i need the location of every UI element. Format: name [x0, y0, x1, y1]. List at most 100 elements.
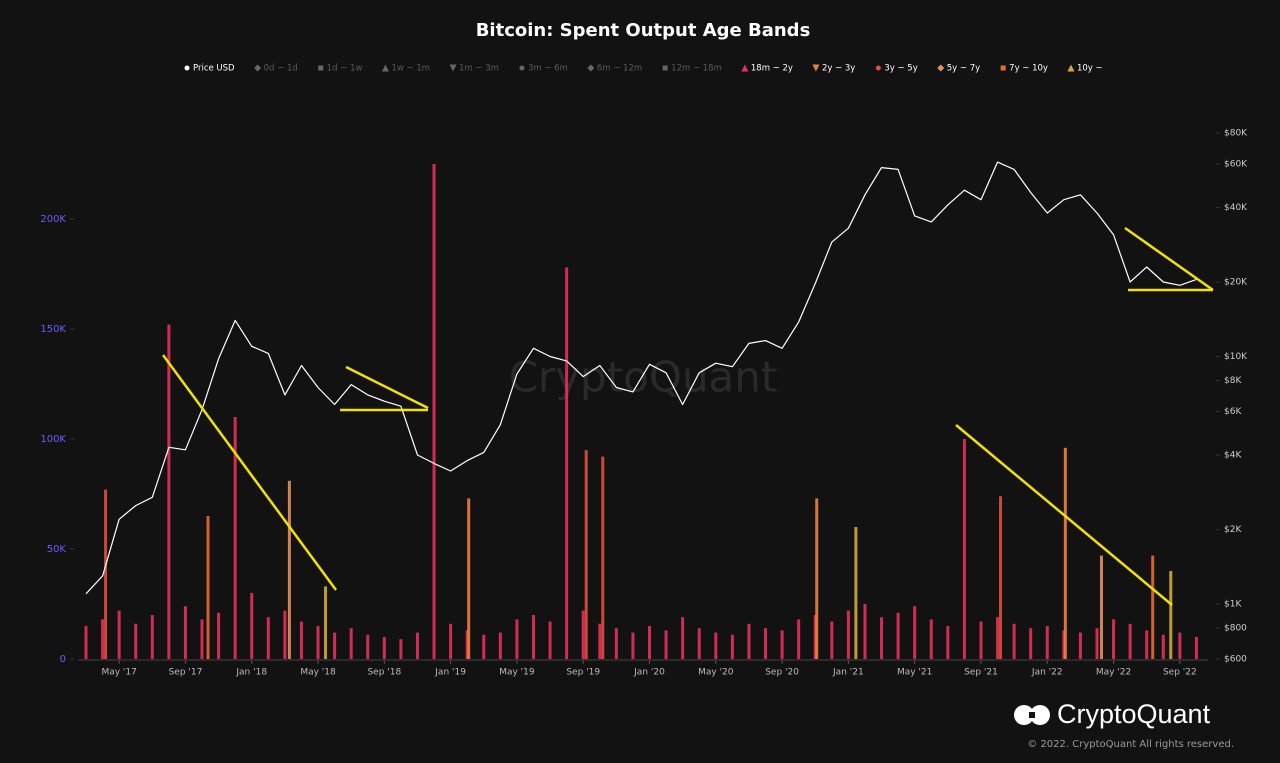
x-tick-label: May '19	[499, 668, 535, 678]
bar	[996, 617, 1000, 659]
legend-label: 3m ~ 6m	[528, 64, 568, 74]
bar	[217, 612, 221, 659]
trend-line	[955, 424, 1173, 606]
bar	[299, 621, 303, 659]
y2-tick-label: $80K	[1224, 128, 1248, 138]
bar	[1095, 628, 1099, 659]
bar	[664, 630, 668, 659]
bar	[999, 496, 1003, 659]
legend-marker	[254, 64, 262, 72]
y2-tick-label: $2K	[1224, 525, 1242, 535]
bar	[648, 626, 651, 659]
legend-item[interactable]: 0d ~ 1d	[254, 64, 298, 74]
bar	[134, 623, 138, 659]
logo-text: CryptoQuant	[1057, 699, 1211, 729]
legend-item[interactable]: 3m ~ 6m	[519, 64, 568, 74]
bar	[896, 612, 900, 659]
bar	[150, 615, 154, 659]
bar	[797, 619, 801, 659]
legend-item[interactable]: 3y ~ 5y	[875, 64, 918, 74]
bar	[962, 439, 966, 659]
x-tick-label: May '18	[300, 668, 336, 678]
bar	[548, 621, 552, 659]
x-tick-label: May '21	[897, 668, 932, 678]
bar	[287, 480, 291, 659]
legend-marker	[812, 64, 820, 72]
logo-icon	[1030, 705, 1050, 725]
legend-item[interactable]: 6m ~ 12m	[587, 64, 642, 74]
bar	[183, 606, 187, 659]
legend-marker	[1067, 64, 1075, 72]
x-tick-label: Sep '19	[566, 668, 600, 678]
legend-label: 2y ~ 3y	[822, 64, 855, 74]
x-tick-label: May '22	[1096, 668, 1131, 678]
y-tick-label: 100K	[40, 434, 66, 445]
legend-item[interactable]: 18m ~ 2y	[741, 64, 793, 74]
bar	[863, 604, 867, 659]
x-tick-label: Sep '20	[765, 668, 799, 678]
bar	[780, 630, 784, 659]
watermark: CryptoQuant	[509, 353, 778, 402]
bar	[1029, 628, 1033, 659]
legend-item[interactable]: Price USD	[184, 64, 236, 74]
x-tick-label: Jan '21	[832, 668, 864, 678]
bar	[316, 626, 320, 659]
bar	[1012, 623, 1016, 659]
legend-item[interactable]: 12m ~ 18m	[662, 64, 722, 74]
x-tick-label: May '17	[101, 668, 136, 678]
legend-item[interactable]: 1m ~ 3m	[449, 64, 499, 74]
legend-label: 5y ~ 7y	[947, 64, 980, 74]
legend-marker	[587, 64, 595, 72]
bar	[515, 619, 519, 659]
legend-label: 6m ~ 12m	[597, 64, 642, 74]
y2-tick-label: $40K	[1224, 203, 1248, 213]
bar	[1151, 555, 1155, 659]
legend-item[interactable]: 5y ~ 7y	[937, 64, 980, 74]
chart-title: Bitcoin: Spent Output Age Bands	[476, 20, 811, 41]
legend-item[interactable]: 1d ~ 1w	[318, 64, 362, 74]
annotations	[161, 226, 1214, 606]
bar	[117, 610, 121, 659]
legend-item[interactable]: 2y ~ 3y	[812, 64, 855, 74]
bar	[1169, 571, 1173, 659]
legend-label: 1w ~ 1m	[391, 64, 430, 74]
bar	[104, 489, 108, 659]
legend-label: 10y ~	[1077, 64, 1103, 74]
bar	[598, 623, 602, 659]
legend: Price USD 0d ~ 1d 1d ~ 1w 1w ~ 1m 1m ~ 3m 3m …	[184, 64, 1103, 74]
bar	[565, 267, 569, 659]
x-tick-label: Jan '20	[633, 668, 665, 678]
legend-item[interactable]: 7y ~ 10y	[1000, 64, 1048, 74]
bar	[614, 628, 618, 659]
x-tick-label: Sep '22	[1163, 668, 1197, 678]
bar	[531, 615, 535, 659]
bar	[747, 623, 751, 659]
bar	[1145, 630, 1149, 659]
legend-marker	[741, 64, 749, 72]
x-tick-label: Jan '18	[235, 668, 267, 678]
bar	[584, 450, 588, 659]
bar	[946, 626, 950, 659]
bar	[1063, 447, 1067, 659]
legend-label: Price USD	[193, 64, 235, 74]
bar	[697, 628, 701, 659]
legend-marker	[937, 64, 945, 72]
legend-marker	[662, 65, 668, 71]
bar	[631, 632, 635, 659]
legend-marker	[875, 65, 881, 71]
logo-icon	[1014, 705, 1034, 725]
bar	[366, 634, 370, 659]
legend-item[interactable]: 1w ~ 1m	[381, 64, 430, 74]
legend-item[interactable]: 10y ~	[1067, 64, 1103, 74]
bar	[482, 634, 486, 659]
plot-area	[84, 161, 1198, 659]
bar	[681, 617, 685, 659]
bar	[730, 634, 734, 659]
bar	[432, 164, 436, 659]
bar	[1078, 632, 1082, 659]
legend-label: 7y ~ 10y	[1009, 64, 1048, 74]
bar	[846, 610, 850, 659]
bar	[1099, 555, 1103, 659]
trend-line	[345, 365, 429, 410]
legend-marker	[318, 65, 324, 71]
